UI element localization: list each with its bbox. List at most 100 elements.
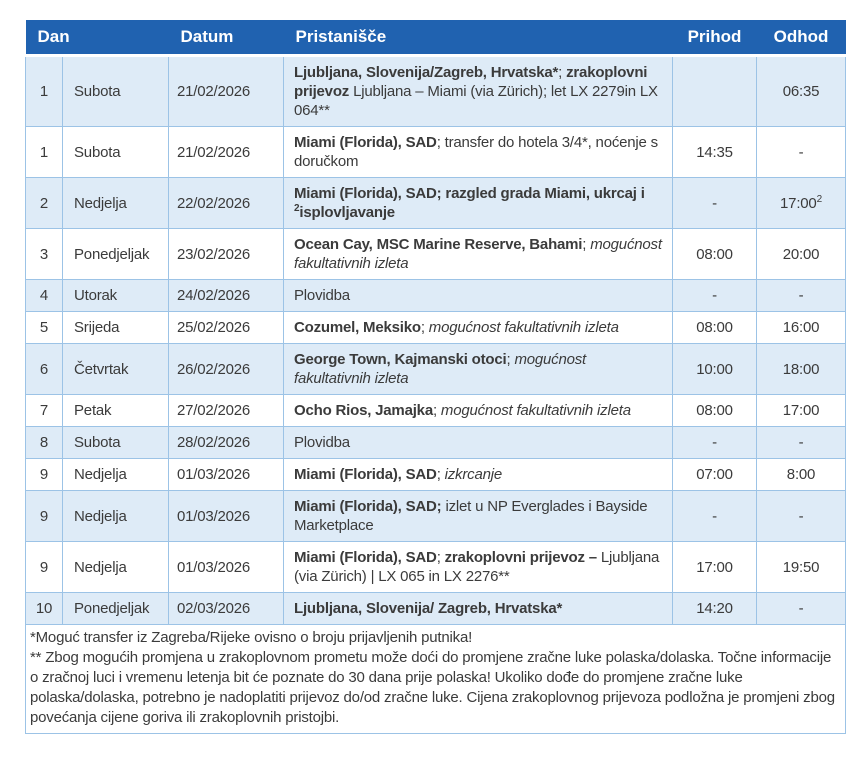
day-name-cell: Subota bbox=[62, 126, 169, 178]
itinerary-row: 7 Petak 27/02/2026 Ocho Rios, Jamajka; mogu… bbox=[25, 394, 846, 427]
date-cell: 26/02/2026 bbox=[168, 343, 284, 395]
day-name-cell: Nedjelja bbox=[62, 177, 169, 229]
day-name-cell: Nedjelja bbox=[62, 541, 169, 593]
itinerary-row: 4 Utorak 24/02/2026 Plovidba - - bbox=[25, 279, 846, 312]
port-cell: Ljubljana, Slovenija/ Zagreb, Hrvatska* bbox=[283, 592, 673, 625]
port-cell: Cozumel, Meksiko; mogućnost fakultativni… bbox=[283, 311, 673, 344]
itinerary-row: 9 Nedjelja 01/03/2026 Miami (Florida), SAD;… bbox=[25, 458, 846, 491]
itinerary-row: 9 Nedjelja 01/03/2026 Miami (Florida), SAD;… bbox=[25, 490, 846, 542]
arrival-cell bbox=[672, 55, 757, 127]
departure-cell: - bbox=[756, 426, 846, 459]
header-row: Dan Datum Pristanišče Prihod Odhod bbox=[25, 20, 846, 57]
itinerary-rows: 1 Subota 21/02/2026 Ljubljana, Slovenija/Za… bbox=[25, 55, 846, 625]
departure-cell: 19:50 bbox=[756, 541, 846, 593]
day-name-cell: Četvrtak bbox=[62, 343, 169, 395]
itinerary-row: 10 Ponedjeljak 02/03/2026 Ljubljana, Sloven… bbox=[25, 592, 846, 625]
date-cell: 25/02/2026 bbox=[168, 311, 284, 344]
departure-cell: 17:002 bbox=[756, 177, 846, 229]
day-name-cell: Nedjelja bbox=[62, 490, 169, 542]
arrival-cell: 08:00 bbox=[672, 228, 757, 280]
date-cell: 21/02/2026 bbox=[168, 126, 284, 178]
date-cell: 22/02/2026 bbox=[168, 177, 284, 229]
itinerary-row: 8 Subota 28/02/2026 Plovidba - - bbox=[25, 426, 846, 459]
departure-cell: 8:00 bbox=[756, 458, 846, 491]
port-cell: Miami (Florida), SAD; izkrcanje bbox=[283, 458, 673, 491]
day-number-cell: 4 bbox=[25, 279, 63, 312]
day-number-cell: 8 bbox=[25, 426, 63, 459]
arrival-cell: - bbox=[672, 490, 757, 542]
day-name-cell: Ponedjeljak bbox=[62, 592, 169, 625]
departure-cell: - bbox=[756, 592, 846, 625]
port-cell: Plovidba bbox=[283, 426, 673, 459]
footnote-flight-changes: ** Zbog mogućih promjena u zrakoplovnom … bbox=[30, 649, 835, 726]
port-cell: Miami (Florida), SAD; zrakoplovni prijev… bbox=[283, 541, 673, 593]
day-number-cell: 3 bbox=[25, 228, 63, 280]
day-number-cell: 9 bbox=[25, 458, 63, 491]
date-cell: 01/03/2026 bbox=[168, 458, 284, 491]
col-header-dan: Dan bbox=[25, 20, 169, 57]
day-number-cell: 1 bbox=[25, 55, 63, 127]
day-number-cell: 6 bbox=[25, 343, 63, 395]
footnotes-cell: *Moguć transfer iz Zagreba/Rijeke ovisno… bbox=[25, 624, 846, 734]
date-cell: 28/02/2026 bbox=[168, 426, 284, 459]
day-name-cell: Subota bbox=[62, 426, 169, 459]
arrival-cell: 17:00 bbox=[672, 541, 757, 593]
arrival-cell: 14:20 bbox=[672, 592, 757, 625]
col-header-prihod: Prihod bbox=[672, 20, 757, 57]
day-name-cell: Utorak bbox=[62, 279, 169, 312]
day-name-cell: Petak bbox=[62, 394, 169, 427]
departure-cell: 17:00 bbox=[756, 394, 846, 427]
departure-cell: - bbox=[756, 279, 846, 312]
port-cell: Miami (Florida), SAD; transfer do hotela… bbox=[283, 126, 673, 178]
day-number-cell: 2 bbox=[25, 177, 63, 229]
port-cell: Ljubljana, Slovenija/Zagreb, Hrvatska*; … bbox=[283, 55, 673, 127]
day-name-cell: Nedjelja bbox=[62, 458, 169, 491]
itinerary-table: Dan Datum Pristanišče Prihod Odhod 1 Subo… bbox=[25, 20, 846, 734]
itinerary-row: 1 Subota 21/02/2026 Miami (Florida), SAD; t… bbox=[25, 126, 846, 178]
departure-cell: 20:00 bbox=[756, 228, 846, 280]
col-header-pristanisce: Pristanišče bbox=[283, 20, 673, 57]
day-name-cell: Ponedjeljak bbox=[62, 228, 169, 280]
day-number-cell: 7 bbox=[25, 394, 63, 427]
date-cell: 02/03/2026 bbox=[168, 592, 284, 625]
date-cell: 24/02/2026 bbox=[168, 279, 284, 312]
port-cell: Ocho Rios, Jamajka; mogućnost fakultativ… bbox=[283, 394, 673, 427]
day-number-cell: 1 bbox=[25, 126, 63, 178]
departure-cell: - bbox=[756, 490, 846, 542]
itinerary-row: 2 Nedjelja 22/02/2026 Miami (Florida), SAD;… bbox=[25, 177, 846, 229]
itinerary-row: 9 Nedjelja 01/03/2026 Miami (Florida), SAD;… bbox=[25, 541, 846, 593]
day-number-cell: 9 bbox=[25, 490, 63, 542]
itinerary-row: 5 Srijeda 25/02/2026 Cozumel, Meksiko; mogu… bbox=[25, 311, 846, 344]
arrival-cell: - bbox=[672, 279, 757, 312]
arrival-cell: 07:00 bbox=[672, 458, 757, 491]
footnotes-row: *Moguć transfer iz Zagreba/Rijeke ovisno… bbox=[25, 624, 846, 734]
port-cell: Miami (Florida), SAD; izlet u NP Evergla… bbox=[283, 490, 673, 542]
date-cell: 01/03/2026 bbox=[168, 490, 284, 542]
day-name-cell: Srijeda bbox=[62, 311, 169, 344]
date-cell: 23/02/2026 bbox=[168, 228, 284, 280]
day-name-cell: Subota bbox=[62, 55, 169, 127]
itinerary-row: 1 Subota 21/02/2026 Ljubljana, Slovenija/Za… bbox=[25, 55, 846, 127]
arrival-cell: 08:00 bbox=[672, 311, 757, 344]
date-cell: 21/02/2026 bbox=[168, 55, 284, 127]
arrival-cell: 08:00 bbox=[672, 394, 757, 427]
arrival-cell: 10:00 bbox=[672, 343, 757, 395]
day-number-cell: 9 bbox=[25, 541, 63, 593]
day-number-cell: 5 bbox=[25, 311, 63, 344]
departure-cell: 16:00 bbox=[756, 311, 846, 344]
arrival-cell: - bbox=[672, 177, 757, 229]
port-cell: Miami (Florida), SAD; razgled grada Miam… bbox=[283, 177, 673, 229]
col-header-datum: Datum bbox=[168, 20, 284, 57]
port-cell: George Town, Kajmanski otoci; mogućnost … bbox=[283, 343, 673, 395]
itinerary-row: 3 Ponedjeljak 23/02/2026 Ocean Cay, MSC Mar… bbox=[25, 228, 846, 280]
footnote-transfer: *Moguć transfer iz Zagreba/Rijeke ovisno… bbox=[30, 629, 473, 646]
date-cell: 01/03/2026 bbox=[168, 541, 284, 593]
departure-cell: 18:00 bbox=[756, 343, 846, 395]
departure-cell: - bbox=[756, 126, 846, 178]
departure-cell: 06:35 bbox=[756, 55, 846, 127]
itinerary-row: 6 Četvrtak 26/02/2026 George Town, Kajmansk… bbox=[25, 343, 846, 395]
arrival-cell: 14:35 bbox=[672, 126, 757, 178]
port-cell: Plovidba bbox=[283, 279, 673, 312]
date-cell: 27/02/2026 bbox=[168, 394, 284, 427]
